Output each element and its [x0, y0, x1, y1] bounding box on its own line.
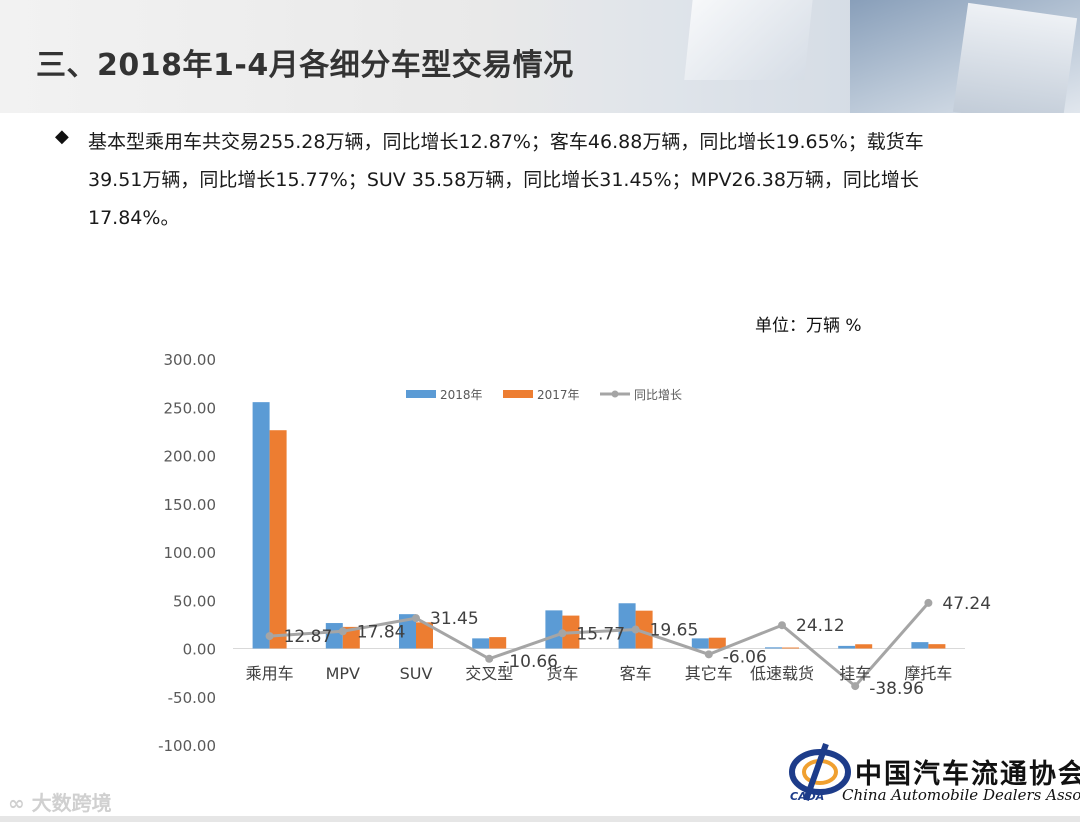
- bar-2018: [325, 623, 343, 649]
- bar-2018: [472, 638, 490, 649]
- legend-label: 2017年: [537, 388, 580, 402]
- unit-label: 单位：万辆 %: [755, 316, 862, 336]
- growth-point: [924, 598, 933, 607]
- summary-line: 17.84%。: [88, 207, 180, 229]
- bar-2018: [838, 645, 856, 649]
- legend-swatch: [503, 390, 533, 398]
- growth-data-label: 15.77: [576, 624, 625, 644]
- y-tick-label: 200.00: [164, 448, 217, 466]
- growth-line: [269, 601, 930, 689]
- growth-point: [558, 629, 567, 638]
- x-tick-label: 客车: [620, 664, 652, 683]
- x-tick-label: 低速载货: [750, 664, 814, 683]
- growth-data-label: 17.84: [357, 622, 406, 642]
- y-tick-label: -50.00: [168, 689, 216, 707]
- watermark-text: 大数跨境: [31, 791, 112, 815]
- growth-data-label: 19.65: [650, 621, 699, 641]
- logo-name-en: China Automobile Dealers Association: [842, 786, 1080, 804]
- growth-data-label: 47.24: [942, 594, 991, 614]
- watermark-icon: ∞: [8, 791, 25, 815]
- growth-point: [851, 682, 860, 691]
- growth-data-label: 31.45: [430, 609, 479, 629]
- header-banner: [0, 0, 1080, 113]
- y-tick-label: -100.00: [158, 737, 216, 755]
- y-tick-label: 0.00: [183, 641, 216, 659]
- bar-2017: [489, 637, 507, 649]
- x-tick-label: 摩托车: [904, 664, 952, 683]
- bar-2017: [416, 622, 433, 649]
- x-tick-label: 挂车: [839, 664, 871, 683]
- bar-2017: [342, 626, 360, 649]
- footer-bar: [0, 816, 1080, 822]
- summary-line: 基本型乘用车共交易255.28万辆，同比增长12.87%；客车46.88万辆，同…: [88, 131, 924, 153]
- legend-swatch: [611, 390, 619, 398]
- page-title: 三、2018年1-4月各细分车型交易情况: [36, 48, 574, 83]
- bar-2017: [269, 430, 287, 649]
- x-tick-label: 交叉型: [465, 664, 513, 683]
- bar-2018: [252, 402, 270, 649]
- growth-point: [778, 621, 786, 630]
- legend-label: 同比增长: [634, 388, 682, 402]
- legend-swatch: [406, 390, 436, 398]
- growth-point: [412, 614, 420, 623]
- x-tick-label: 货车: [546, 664, 578, 683]
- summary-line: 39.51万辆，同比增长15.77%；SUV 35.58万辆，同比增长31.45…: [88, 169, 919, 191]
- logo-name-cn: 中国汽车流通协会: [855, 759, 1080, 790]
- bar-2018: [545, 610, 563, 649]
- bar-2017: [855, 644, 873, 649]
- cada-logo-icon: [789, 742, 851, 802]
- growth-data-label: -6.06: [723, 647, 767, 667]
- bar-2017: [635, 610, 653, 649]
- bar-2018: [911, 642, 929, 649]
- y-tick-label: 250.00: [164, 399, 217, 417]
- growth-data-label: -38.96: [869, 679, 924, 699]
- growth-data-label: 12.87: [284, 627, 333, 647]
- y-tick-label: 300.00: [164, 351, 217, 369]
- bar-2017: [708, 637, 726, 649]
- bar-2018: [618, 603, 636, 649]
- bullet-icon: ◆: [55, 126, 69, 147]
- growth-data-label: 24.12: [796, 616, 845, 636]
- growth-point: [704, 650, 713, 659]
- bar-2017: [928, 644, 946, 649]
- bar-2018: [765, 647, 782, 649]
- x-tick-label: 乘用车: [246, 664, 294, 683]
- x-tick-label: 其它车: [685, 664, 733, 683]
- logo-abbr: CADA: [790, 790, 825, 803]
- x-tick-label: MPV: [326, 664, 360, 683]
- y-tick-label: 50.00: [173, 592, 216, 610]
- summary-paragraph: 基本型乘用车共交易255.28万辆，同比增长12.87%；客车46.88万辆，同…: [88, 123, 1008, 237]
- x-tick-label: SUV: [400, 664, 433, 683]
- growth-point: [631, 625, 640, 634]
- growth-point: [265, 632, 274, 641]
- watermark: ∞ 大数跨境: [8, 787, 112, 816]
- y-tick-label: 100.00: [164, 544, 217, 562]
- growth-data-label: -10.66: [503, 652, 558, 672]
- legend-label: 2018年: [440, 388, 483, 402]
- growth-point: [485, 654, 494, 663]
- bar-2018: [691, 638, 709, 649]
- y-tick-label: 150.00: [164, 496, 217, 514]
- bar-2018: [399, 614, 416, 649]
- growth-point: [338, 627, 347, 636]
- bar-2017: [782, 647, 799, 649]
